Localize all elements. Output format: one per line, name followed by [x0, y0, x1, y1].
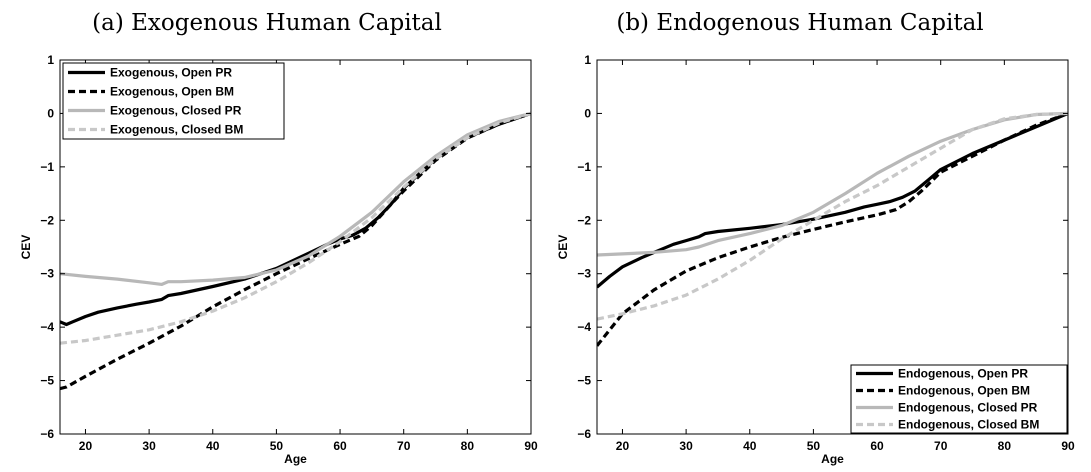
series-line-2: [597, 111, 1068, 257]
x-tick-label: 50: [807, 439, 821, 453]
y-tick-label: −6: [40, 427, 54, 441]
y-tick-label: −2: [40, 213, 54, 227]
y-tick-label: −5: [40, 374, 54, 388]
y-tick-label: −4: [40, 320, 54, 334]
y-tick-label: 1: [584, 53, 591, 67]
y-tick-label: −6: [577, 427, 591, 441]
legend-entry: Endogenous, Closed BM: [898, 418, 1039, 432]
x-tick-label: 90: [524, 439, 538, 453]
legend-box: [62, 62, 285, 140]
y-tick-label: −3: [577, 267, 591, 281]
x-tick-label: 20: [79, 439, 93, 453]
panel-exogenous: (a) Exogenous Human Capital 20 30 40 50 60 70 8…: [19, 10, 538, 466]
x-tick-label: 70: [397, 439, 411, 453]
x-tick-label: 80: [998, 439, 1012, 453]
y-tick-label: −1: [577, 160, 591, 174]
y-tick-label: 0: [47, 106, 54, 120]
y-tick-label: −5: [577, 374, 591, 388]
legend-entry: Endogenous, Closed PR: [898, 401, 1038, 415]
legend-entry: Exogenous, Closed PR: [110, 104, 242, 118]
x-tick-label: 60: [333, 439, 347, 453]
panel-endogenous: (b) Endogenous Human Capital 20 30 40 50 60 70…: [556, 10, 1075, 466]
chart-title: (a) Exogenous Human Capital: [92, 10, 442, 36]
x-tick-label: 70: [934, 439, 948, 453]
legend-entry: Exogenous, Open PR: [110, 66, 232, 80]
y-tick-label: −1: [40, 160, 54, 174]
series-line-3: [60, 111, 531, 345]
series-line-1: [60, 111, 531, 391]
y-tick-label: 1: [47, 53, 54, 67]
x-tick-label: 20: [616, 439, 630, 453]
y-axis-label: CEV: [19, 235, 33, 260]
chart-title: (b) Endogenous Human Capital: [616, 10, 983, 36]
x-tick-label: 80: [461, 439, 475, 453]
x-tick-label: 50: [270, 439, 284, 453]
x-tick-label: 60: [870, 439, 884, 453]
x-tick-label: 40: [206, 439, 220, 453]
axes-box: [596, 59, 1069, 435]
y-axis-label: CEV: [556, 235, 570, 260]
series-line-3: [597, 111, 1068, 321]
legend-entry: Exogenous, Open BM: [110, 85, 234, 99]
legend-entry: Exogenous, Closed BM: [110, 123, 243, 137]
legend-box: [850, 364, 1068, 434]
x-tick-label: 30: [142, 439, 156, 453]
y-tick-label: −2: [577, 213, 591, 227]
series-line-1: [597, 111, 1068, 347]
y-tick-label: 0: [584, 106, 591, 120]
legend-entry: Endogenous, Open BM: [898, 384, 1030, 398]
y-tick-label: −3: [40, 267, 54, 281]
x-axis-label: Age: [284, 452, 307, 466]
legend-entry: Endogenous, Open PR: [898, 367, 1028, 381]
series-line-0: [60, 111, 531, 327]
x-tick-label: 40: [743, 439, 757, 453]
axes-box: [59, 59, 532, 435]
x-axis-label: Age: [821, 452, 844, 466]
x-tick-label: 90: [1061, 439, 1075, 453]
x-tick-label: 30: [679, 439, 693, 453]
y-tick-label: −4: [577, 320, 591, 334]
series-line-2: [60, 111, 531, 286]
